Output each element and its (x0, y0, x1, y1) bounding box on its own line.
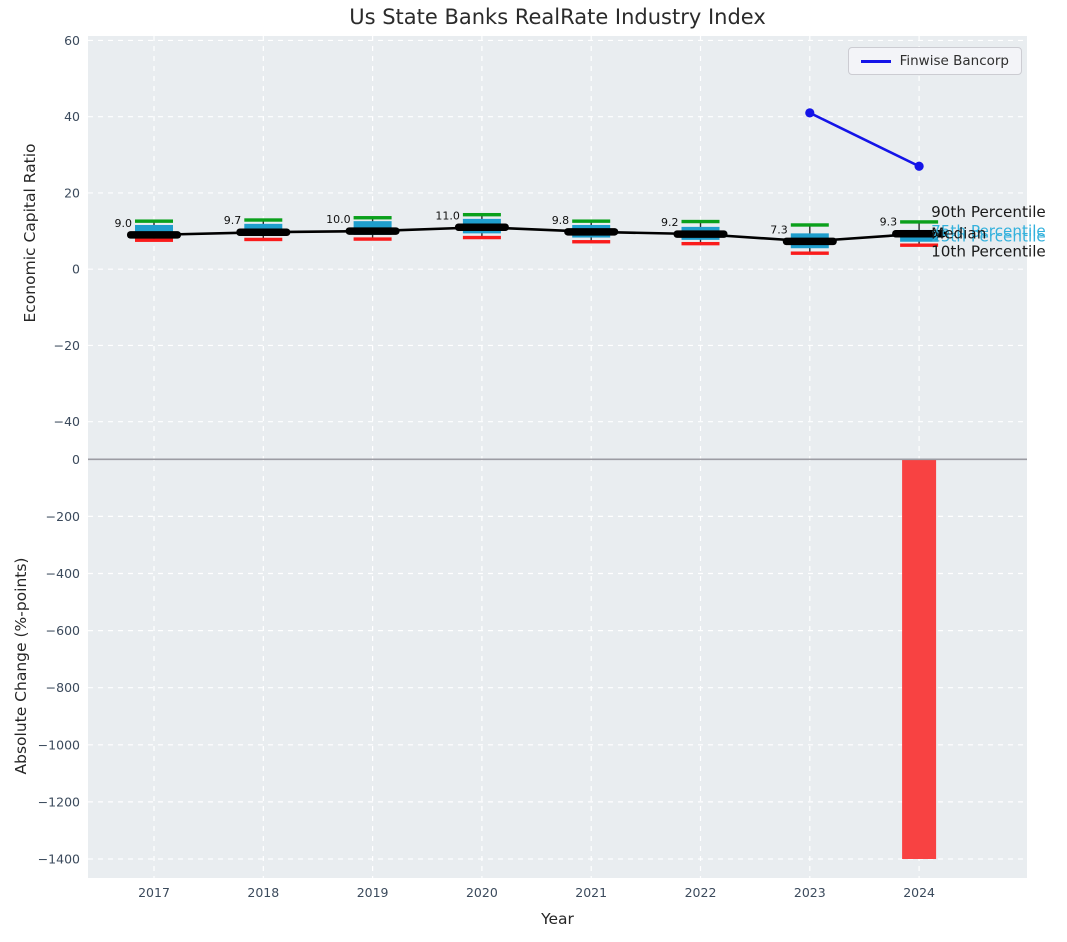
x-axis-label: Year (541, 910, 574, 928)
annotation-25th-percentile: 25th Percentile (931, 227, 1046, 245)
annotation-10th-percentile: 10th Percentile (931, 242, 1046, 260)
x-tick-label: 2019 (357, 885, 389, 900)
top-y-tick-label: 20 (64, 185, 80, 200)
bottom-y-tick-label: −1400 (38, 852, 80, 867)
median-dash-2021 (564, 228, 619, 236)
top-y-tick-label: 0 (72, 262, 80, 277)
p90-dash-2019 (353, 216, 392, 220)
median-value-label: 11.0 (435, 209, 460, 222)
change-bar-2024 (902, 459, 937, 859)
median-dash-2017 (127, 231, 181, 239)
annotation-75th-percentile: 75th Percentile (931, 222, 1046, 240)
bottom-y-tick-label: 0 (72, 452, 80, 467)
median-value-label: 7.3 (770, 223, 788, 236)
chart-title: Us State Banks RealRate Industry Index (349, 5, 766, 29)
median-dash-2024 (892, 229, 947, 238)
p90-dash-2020 (462, 212, 501, 217)
top-y-tick-label: −40 (54, 414, 80, 429)
p90-dash-2024 (900, 220, 939, 224)
top-y-tick-label: 60 (64, 33, 80, 48)
p90-dash-2023 (790, 223, 829, 227)
median-value-label: 9.2 (661, 216, 679, 229)
p90-dash-2022 (681, 219, 720, 224)
median-value-label: 9.8 (552, 214, 570, 227)
p90-dash-2021 (572, 219, 611, 223)
p10-dash-2022 (681, 241, 720, 246)
p10-dash-2017 (135, 238, 173, 242)
median-value-label: 9.0 (115, 217, 133, 230)
bottom-y-tick-label: −400 (46, 566, 80, 581)
p10-dash-2024 (900, 243, 939, 247)
bottom-y-tick-label: −200 (46, 509, 80, 524)
top-y-tick-label: 40 (64, 109, 80, 124)
x-tick-label: 2024 (903, 885, 935, 900)
median-dash-2022 (673, 230, 728, 238)
bottom-y-tick-label: −800 (46, 680, 80, 695)
median-value-label: 10.0 (326, 213, 351, 226)
bottom-y-tick-label: −600 (46, 623, 80, 638)
annotation-90th-percentile: 90th Percentile (931, 203, 1046, 221)
finwise-point-2023 (805, 108, 815, 118)
median-dash-2018 (236, 228, 291, 236)
x-tick-label: 2023 (794, 885, 826, 900)
p10-dash-2021 (572, 240, 611, 244)
x-tick-label: 2018 (247, 885, 279, 900)
x-tick-label: 2021 (575, 885, 607, 900)
bottom-y-tick-label: −1200 (38, 794, 80, 809)
median-dash-2019 (345, 227, 400, 235)
legend: Finwise Bancorp (847, 47, 1022, 75)
median-dash-2020 (454, 223, 509, 232)
p10-dash-2019 (353, 237, 392, 241)
x-tick-label: 2022 (685, 885, 717, 900)
median-value-label: 9.3 (880, 216, 898, 229)
p10-dash-2020 (462, 235, 501, 240)
x-tick-label: 2017 (138, 885, 170, 900)
median-dash-2023 (782, 237, 837, 246)
finwise-line (809, 111, 920, 168)
x-tick-label: 2020 (466, 885, 498, 900)
p10-dash-2023 (790, 251, 829, 255)
median-value-label: 9.7 (224, 214, 242, 227)
top-y-tick-label: −20 (54, 338, 80, 353)
p90-dash-2018 (244, 218, 283, 222)
annotation-median: Median (931, 225, 986, 243)
panel-background (88, 36, 1027, 878)
iqr-box-2017 (135, 224, 173, 237)
p90-dash-2017 (135, 219, 173, 223)
p10-dash-2018 (244, 237, 283, 242)
legend-label: Finwise Bancorp (899, 53, 1009, 69)
legend-line-swatch (860, 59, 891, 63)
finwise-point-2024 (914, 161, 924, 171)
bottom-y-tick-label: −1000 (38, 737, 80, 752)
